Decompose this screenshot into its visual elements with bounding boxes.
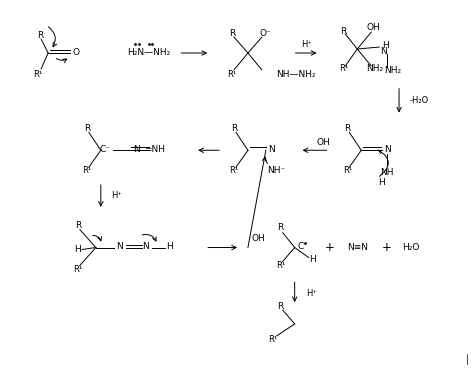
- Text: NH₂: NH₂: [384, 66, 401, 75]
- Text: H: H: [166, 242, 173, 251]
- Text: C⁻: C⁻: [99, 145, 110, 154]
- Text: H₂N—NH₂: H₂N—NH₂: [127, 48, 170, 57]
- Text: N≡N: N≡N: [347, 243, 368, 252]
- Text: N: N: [268, 145, 275, 154]
- Text: H: H: [309, 255, 316, 264]
- Text: N: N: [384, 145, 391, 154]
- Text: +: +: [382, 241, 392, 254]
- Text: H: H: [378, 178, 384, 186]
- Text: N: N: [142, 242, 149, 251]
- Text: R: R: [84, 124, 90, 133]
- Text: R¹: R¹: [343, 166, 352, 175]
- Text: O: O: [73, 47, 80, 57]
- Text: R¹: R¹: [228, 70, 237, 79]
- Text: R: R: [75, 221, 81, 230]
- Text: R: R: [37, 31, 43, 40]
- Text: N: N: [133, 145, 140, 154]
- Text: R¹: R¹: [276, 261, 285, 270]
- Text: NH—NH₂: NH—NH₂: [276, 70, 315, 79]
- Text: =NH: =NH: [144, 145, 165, 154]
- Text: R¹: R¹: [73, 265, 82, 274]
- Text: R¹: R¹: [268, 335, 277, 344]
- Text: NH₂: NH₂: [366, 64, 384, 73]
- Text: R: R: [229, 28, 235, 38]
- Text: NH⁻: NH⁻: [267, 166, 285, 175]
- Text: R¹: R¹: [82, 166, 91, 175]
- Text: NH: NH: [380, 168, 394, 176]
- Text: H: H: [382, 41, 389, 50]
- Text: R: R: [278, 302, 284, 310]
- Text: R: R: [278, 223, 284, 232]
- Text: OH: OH: [317, 138, 330, 147]
- Text: +: +: [325, 241, 334, 254]
- Text: R¹: R¹: [339, 64, 348, 73]
- Text: H⁺: H⁺: [111, 191, 122, 201]
- Text: N: N: [380, 47, 386, 55]
- Text: H₂O: H₂O: [402, 243, 419, 252]
- Text: R¹: R¹: [229, 166, 238, 175]
- Text: OH: OH: [366, 23, 380, 32]
- Text: H⁺: H⁺: [306, 289, 317, 298]
- Text: -H₂O: -H₂O: [410, 96, 428, 105]
- Text: C: C: [298, 242, 304, 251]
- Text: N: N: [116, 242, 123, 251]
- Text: R¹: R¹: [34, 70, 43, 79]
- Text: R: R: [340, 27, 346, 36]
- Text: R: R: [231, 124, 237, 133]
- Text: OH: OH: [251, 234, 265, 243]
- Text: H: H: [74, 245, 82, 254]
- Text: H⁺: H⁺: [301, 40, 311, 48]
- Text: R: R: [344, 124, 350, 133]
- Text: O⁻: O⁻: [260, 28, 272, 38]
